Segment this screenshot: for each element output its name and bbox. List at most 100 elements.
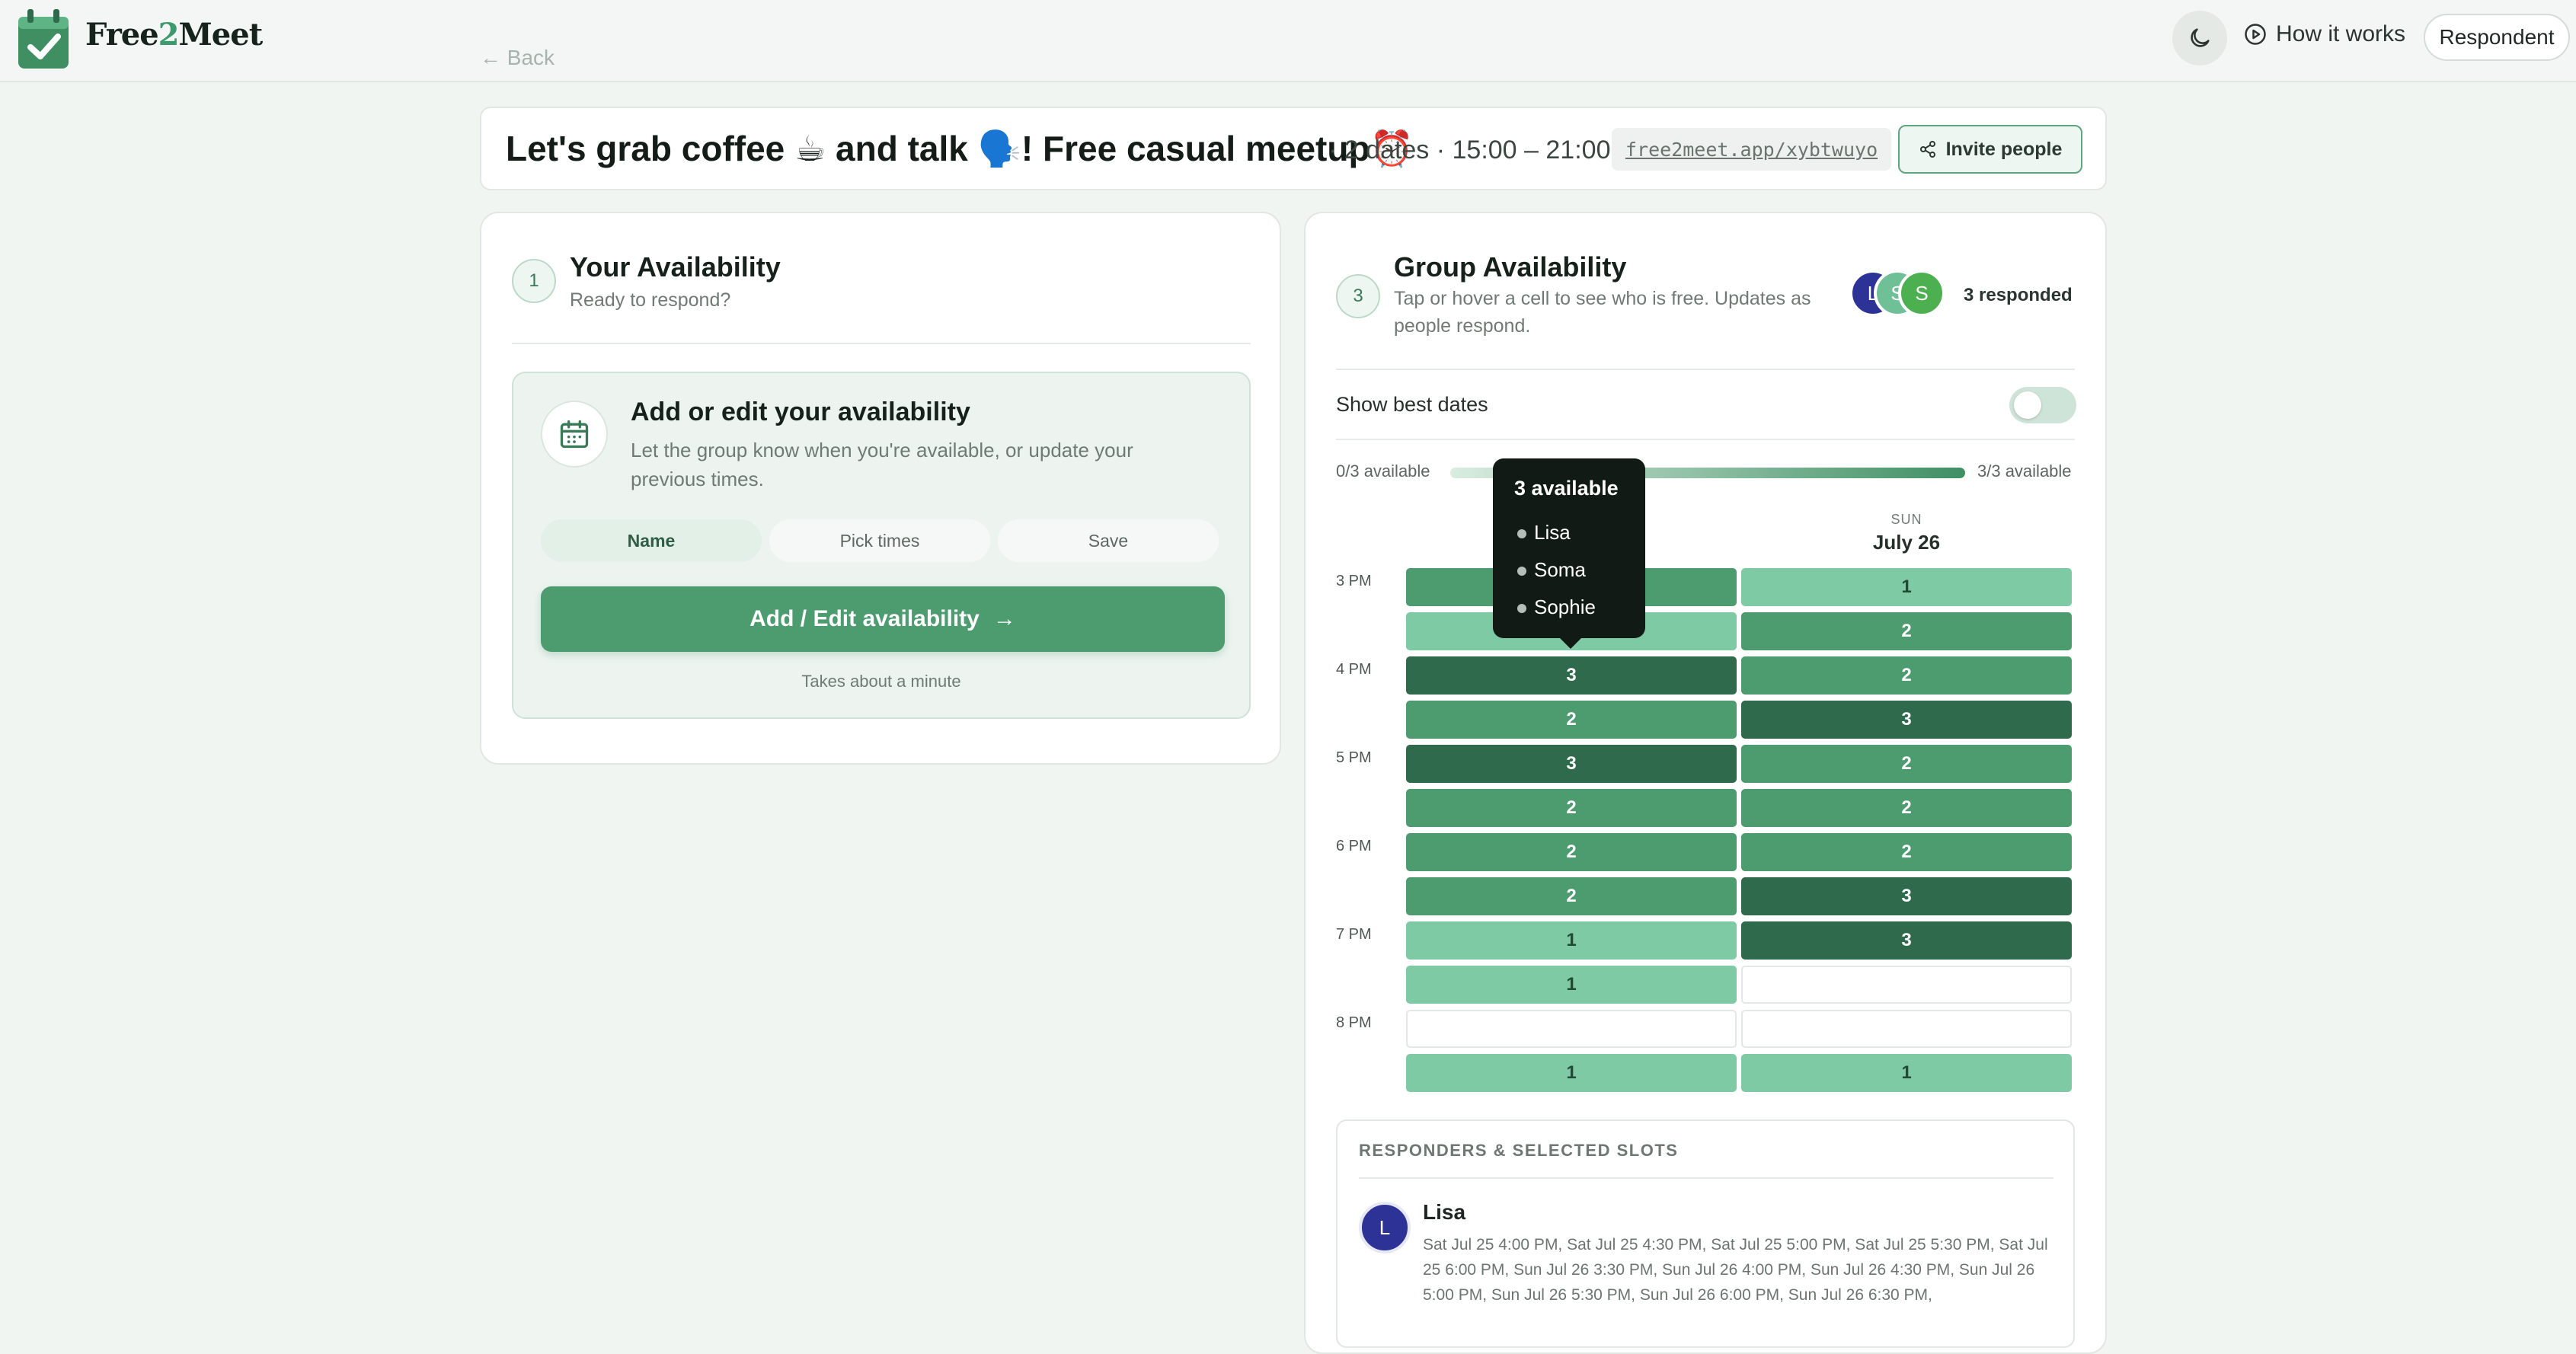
day-header: SUN July 26	[1741, 512, 2072, 554]
bullet-icon	[1517, 529, 1526, 538]
availability-cell[interactable]: 1	[1406, 921, 1737, 960]
your-availability-card: 1 Your Availability Ready to respond? Ad…	[480, 212, 1281, 765]
tooltip-name-text: Soma	[1534, 558, 1586, 581]
availability-cell[interactable]: 2	[1741, 612, 2072, 650]
availability-cell[interactable]	[1741, 966, 2072, 1004]
availability-cell[interactable]: 3	[1741, 877, 2072, 915]
availability-cell[interactable]: 2	[1406, 701, 1737, 739]
add-edit-availability-label: Add / Edit availability	[749, 606, 980, 631]
step-badge: 1	[512, 259, 556, 303]
brand-name[interactable]: Free2Meet	[85, 17, 264, 53]
add-availability-desc-line1: Let the group know when you're available…	[631, 439, 1133, 461]
share-icon	[1919, 141, 1935, 158]
group-availability-desc-line1: Tap or hover a cell to see who is free. …	[1394, 288, 1811, 309]
step-save: Save	[998, 519, 1219, 562]
your-availability-subtitle: Ready to respond?	[570, 289, 731, 311]
tooltip-name: Soma	[1517, 558, 1586, 582]
time-label: 6 PM	[1336, 838, 1372, 854]
tooltip-title: 3 available	[1514, 477, 1619, 500]
avatar: L	[1359, 1202, 1411, 1253]
step-pick-times: Pick times	[769, 519, 990, 562]
add-availability-title: Add or edit your availability	[631, 398, 970, 426]
availability-cell[interactable]: 3	[1406, 745, 1737, 783]
divider	[1359, 1177, 2053, 1179]
event-title: Let's grab coffee ☕ and talk 🗣️! Free ca…	[506, 129, 1414, 168]
group-availability-title: Group Availability	[1394, 251, 1627, 283]
tooltip-name-text: Lisa	[1534, 521, 1571, 544]
responded-count: 3 responded	[1964, 285, 2073, 305]
toggle-knob	[2014, 391, 2041, 419]
availability-cell[interactable]: 2	[1406, 833, 1737, 871]
availability-tooltip: 3 available Lisa Soma Sophie	[1493, 458, 1645, 649]
availability-cell[interactable]: 1	[1741, 1054, 2072, 1092]
calendar-icon-wrap	[541, 401, 608, 468]
arrow-right-icon: →	[992, 606, 1016, 631]
respondent-button[interactable]: Respondent	[2424, 14, 2570, 61]
add-edit-availability-button[interactable]: Add / Edit availability →	[541, 586, 1225, 652]
progress-steps: Name Pick times Save	[541, 519, 1219, 562]
responders-section: RESPONDERS & SELECTED SLOTS L Lisa Sat J…	[1336, 1119, 2075, 1348]
time-label: 8 PM	[1336, 1014, 1372, 1031]
availability-cell[interactable]: 2	[1741, 833, 2072, 871]
availability-cell[interactable]: 3	[1741, 921, 2072, 960]
event-title-bar: Let's grab coffee ☕ and talk 🗣️! Free ca…	[480, 107, 2107, 190]
tooltip-name: Lisa	[1517, 521, 1571, 544]
legend-min-label: 0/3 available	[1336, 461, 1430, 481]
legend-max-label: 3/3 available	[1977, 461, 2072, 481]
add-availability-panel: Add or edit your availability Let the gr…	[512, 372, 1251, 719]
availability-cell[interactable]: 2	[1406, 877, 1737, 915]
show-best-dates-toggle[interactable]	[2009, 387, 2076, 423]
brand-part-two: 2	[158, 17, 180, 53]
day-of-week: SUN	[1890, 512, 1922, 527]
dark-mode-toggle[interactable]	[2172, 11, 2227, 65]
availability-cell[interactable]	[1406, 1010, 1737, 1048]
time-estimate-note: Takes about a minute	[801, 672, 961, 691]
responder-name: Lisa	[1423, 1200, 1466, 1224]
brand-part-meet: Meet	[178, 17, 264, 53]
top-bar: Free2Meet ← Back How it works Respondent	[0, 0, 2576, 82]
tooltip-name-text: Sophie	[1534, 596, 1596, 618]
back-link[interactable]: ← Back	[480, 46, 555, 69]
add-availability-desc-line2: previous times.	[631, 468, 764, 490]
calendar-check-logo-icon[interactable]	[17, 8, 70, 70]
avatar[interactable]: S	[1898, 270, 1945, 317]
availability-cell[interactable]: 1	[1406, 966, 1737, 1004]
bullet-icon	[1517, 604, 1526, 613]
divider	[512, 343, 1251, 344]
show-best-dates-label: Show best dates	[1336, 393, 1488, 416]
group-availability-desc-line2: people respond.	[1394, 315, 1531, 337]
availability-cell[interactable]: 2	[1406, 789, 1737, 827]
tooltip-name: Sophie	[1517, 596, 1596, 619]
availability-cell[interactable]: 2	[1741, 745, 2072, 783]
event-share-link[interactable]: free2meet.app/xybtwuyo	[1612, 128, 1892, 171]
divider	[1336, 369, 2075, 370]
invite-people-button[interactable]: Invite people	[1898, 125, 2082, 174]
event-meta: · 2 dates · 15:00 – 21:00	[1328, 136, 1611, 164]
moon-icon	[2191, 28, 2210, 47]
step-name: Name	[541, 519, 762, 562]
play-circle-icon	[2245, 24, 2266, 45]
time-label: 4 PM	[1336, 661, 1372, 678]
availability-cell[interactable]: 2	[1741, 789, 2072, 827]
how-it-works-label: How it works	[2276, 21, 2406, 46]
responder-slots: Sat Jul 25 4:00 PM, Sat Jul 25 4:30 PM, …	[1423, 1236, 2048, 1304]
availability-cell[interactable]	[1741, 1010, 2072, 1048]
your-availability-title: Your Availability	[570, 251, 781, 283]
availability-cell[interactable]: 1	[1741, 568, 2072, 606]
invite-people-label: Invite people	[1945, 138, 2063, 160]
time-label: 5 PM	[1336, 749, 1372, 766]
availability-cell[interactable]: 1	[1406, 1054, 1737, 1092]
how-it-works-link[interactable]: How it works	[2244, 21, 2405, 47]
brand-part-free: Free	[85, 17, 159, 53]
responders-heading: RESPONDERS & SELECTED SLOTS	[1359, 1141, 1679, 1160]
availability-cell[interactable]: 3	[1741, 701, 2072, 739]
day-date: July 26	[1872, 531, 1941, 554]
availability-cell[interactable]: 2	[1741, 656, 2072, 695]
time-label: 3 PM	[1336, 573, 1372, 589]
availability-cell[interactable]: 3	[1406, 656, 1737, 695]
bullet-icon	[1517, 567, 1526, 576]
step-badge: 3	[1336, 274, 1380, 318]
group-availability-card: 3 Group Availability Tap or hover a cell…	[1304, 212, 2107, 1354]
time-label: 7 PM	[1336, 926, 1372, 943]
calendar-icon	[560, 420, 589, 449]
